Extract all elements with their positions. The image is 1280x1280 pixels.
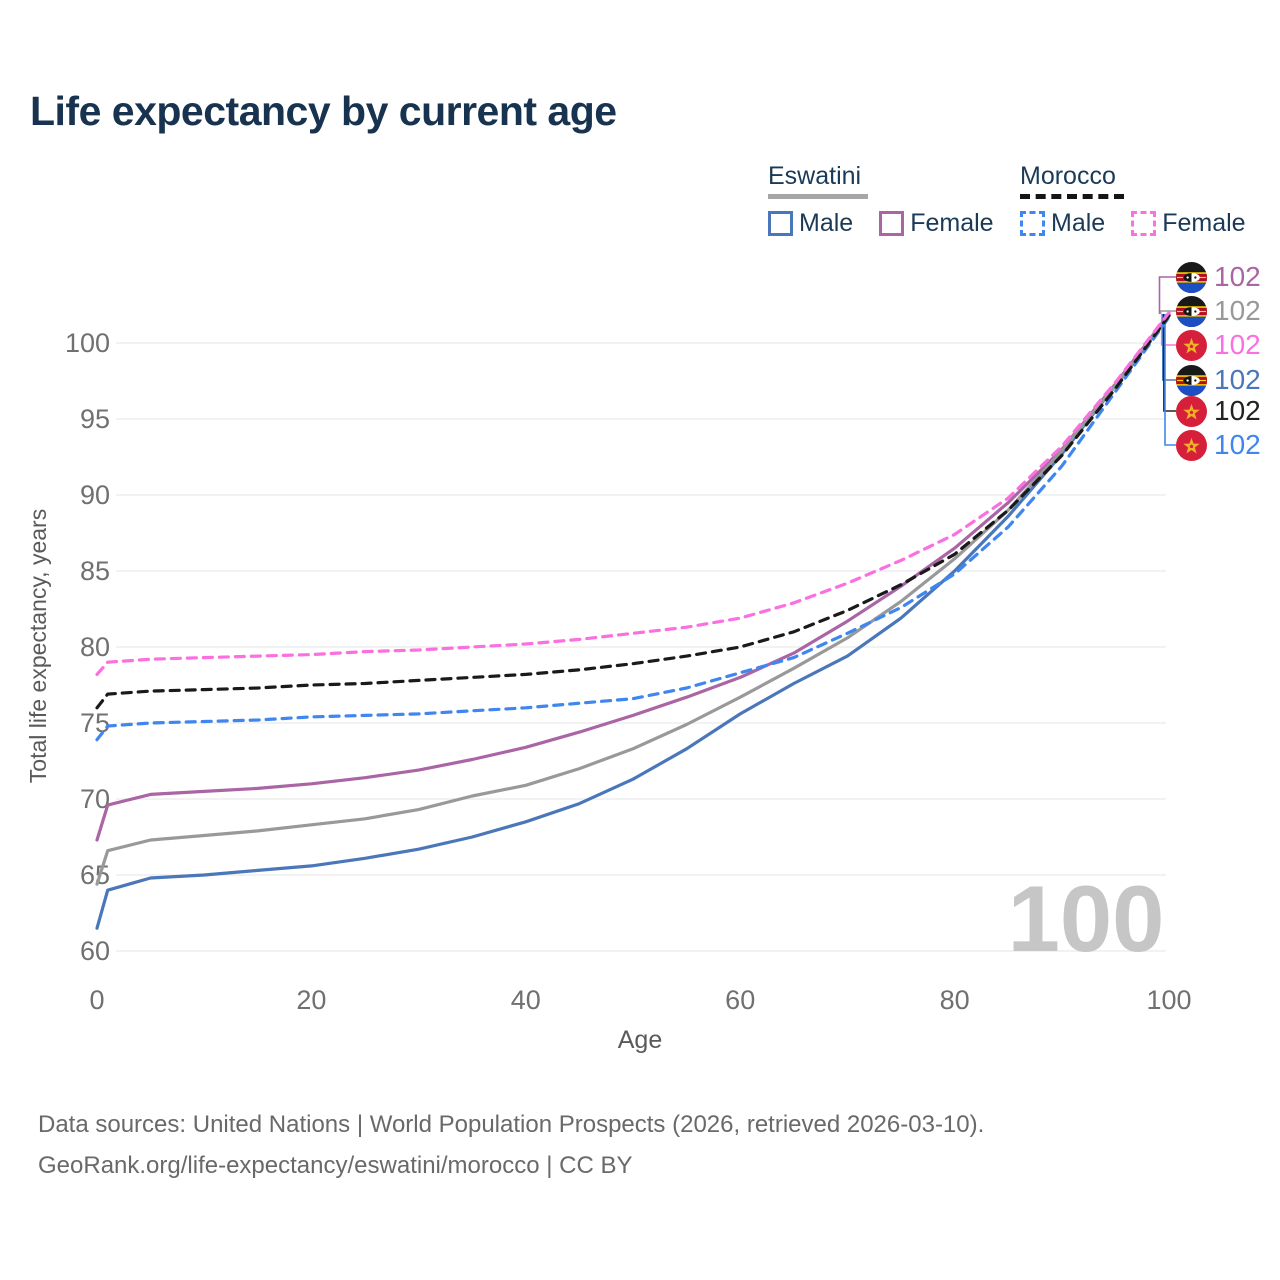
legend-group-title-eswatini: Eswatini [768, 162, 862, 190]
series-line-eswatini-female [95, 312, 1171, 842]
end-value: 102 [1214, 329, 1261, 360]
leader-line-morocco-total [1163, 314, 1176, 412]
eswatini-line-style-sample [768, 194, 868, 199]
end-label-morocco-male: 102 [1176, 429, 1261, 461]
x-axis-title: Age [618, 1026, 662, 1054]
current-age-watermark: 100 [1008, 866, 1165, 971]
legend-label-eswatini-male: Male [799, 209, 854, 237]
end-value: 102 [1214, 261, 1261, 292]
y-tick-label: 100 [65, 328, 110, 358]
y-tick-label: 85 [80, 556, 110, 586]
legend-label-eswatini-female: Female [910, 209, 994, 237]
x-tick-label: 80 [940, 985, 970, 1015]
end-value: 102 [1214, 429, 1261, 460]
series-line-morocco-female [95, 311, 1171, 676]
morocco-male-swatch [1020, 211, 1045, 236]
x-tick-label: 20 [296, 985, 326, 1015]
eswatini-flag-icon [1176, 364, 1207, 396]
series-line-morocco-male [95, 315, 1171, 742]
morocco-female-swatch [1131, 211, 1157, 236]
legend-item-morocco-female[interactable]: Female [1131, 209, 1246, 238]
leader-line-eswatini-female [1158, 276, 1176, 314]
source-url-line: GeoRank.org/life-expectancy/eswatini/mor… [38, 1152, 633, 1179]
morocco-flag-icon [1176, 395, 1207, 427]
y-tick-label: 75 [80, 708, 110, 738]
end-value: 102 [1214, 364, 1261, 395]
eswatini-female-swatch [879, 211, 905, 236]
data-sources-line: Data sources: United Nations | World Pop… [38, 1111, 985, 1138]
legend-item-eswatini-male[interactable]: Male [768, 209, 853, 238]
x-tick-label: 40 [511, 985, 541, 1015]
legend-group-morocco: Morocco Male Female [1020, 162, 1246, 238]
morocco-flag-icon [1176, 329, 1207, 361]
x-tick-label: 60 [725, 985, 755, 1015]
end-label-eswatini-male: 102 [1176, 364, 1261, 396]
end-value: 102 [1214, 295, 1261, 326]
legend-label-morocco-female: Female [1162, 209, 1246, 237]
leader-line-eswatini-male [1162, 314, 1176, 381]
leader-line-morocco-male [1164, 314, 1176, 446]
chart-title: Life expectancy by current age [30, 88, 617, 134]
series-line-eswatini-male [95, 314, 1171, 930]
morocco-line-style-sample [1020, 194, 1124, 199]
x-tick-label: 100 [1146, 985, 1191, 1015]
leader-line-eswatini-total [1159, 310, 1176, 314]
end-label-eswatini-total: 102 [1176, 295, 1261, 327]
legend-label-morocco-male: Male [1051, 209, 1106, 237]
eswatini-male-swatch [768, 211, 793, 236]
morocco-flag-icon [1176, 429, 1207, 461]
attribution: Data sources: United Nations | World Pop… [38, 1104, 984, 1186]
end-label-morocco-total: 102 [1176, 395, 1261, 427]
eswatini-flag-icon [1176, 295, 1207, 327]
end-label-eswatini-female: 102 [1176, 261, 1261, 293]
y-tick-label: 65 [80, 860, 110, 890]
x-tick-label: 0 [89, 985, 104, 1015]
y-tick-label: 95 [80, 404, 110, 434]
series-line-morocco-total [95, 314, 1171, 710]
end-label-morocco-female: 102 [1176, 329, 1261, 361]
legend-item-eswatini-female[interactable]: Female [879, 209, 994, 238]
legend-group-title-morocco: Morocco [1020, 162, 1116, 190]
legend-item-morocco-male[interactable]: Male [1020, 209, 1105, 238]
eswatini-flag-icon [1176, 261, 1207, 293]
legend-group-eswatini: Eswatini Male Female [768, 162, 994, 238]
y-tick-label: 90 [80, 480, 110, 510]
y-tick-label: 60 [80, 936, 110, 966]
y-axis-title: Total life expectancy, years [25, 509, 51, 783]
series-line-eswatini-total [95, 314, 1171, 886]
end-value: 102 [1214, 395, 1261, 426]
y-tick-label: 80 [80, 632, 110, 662]
